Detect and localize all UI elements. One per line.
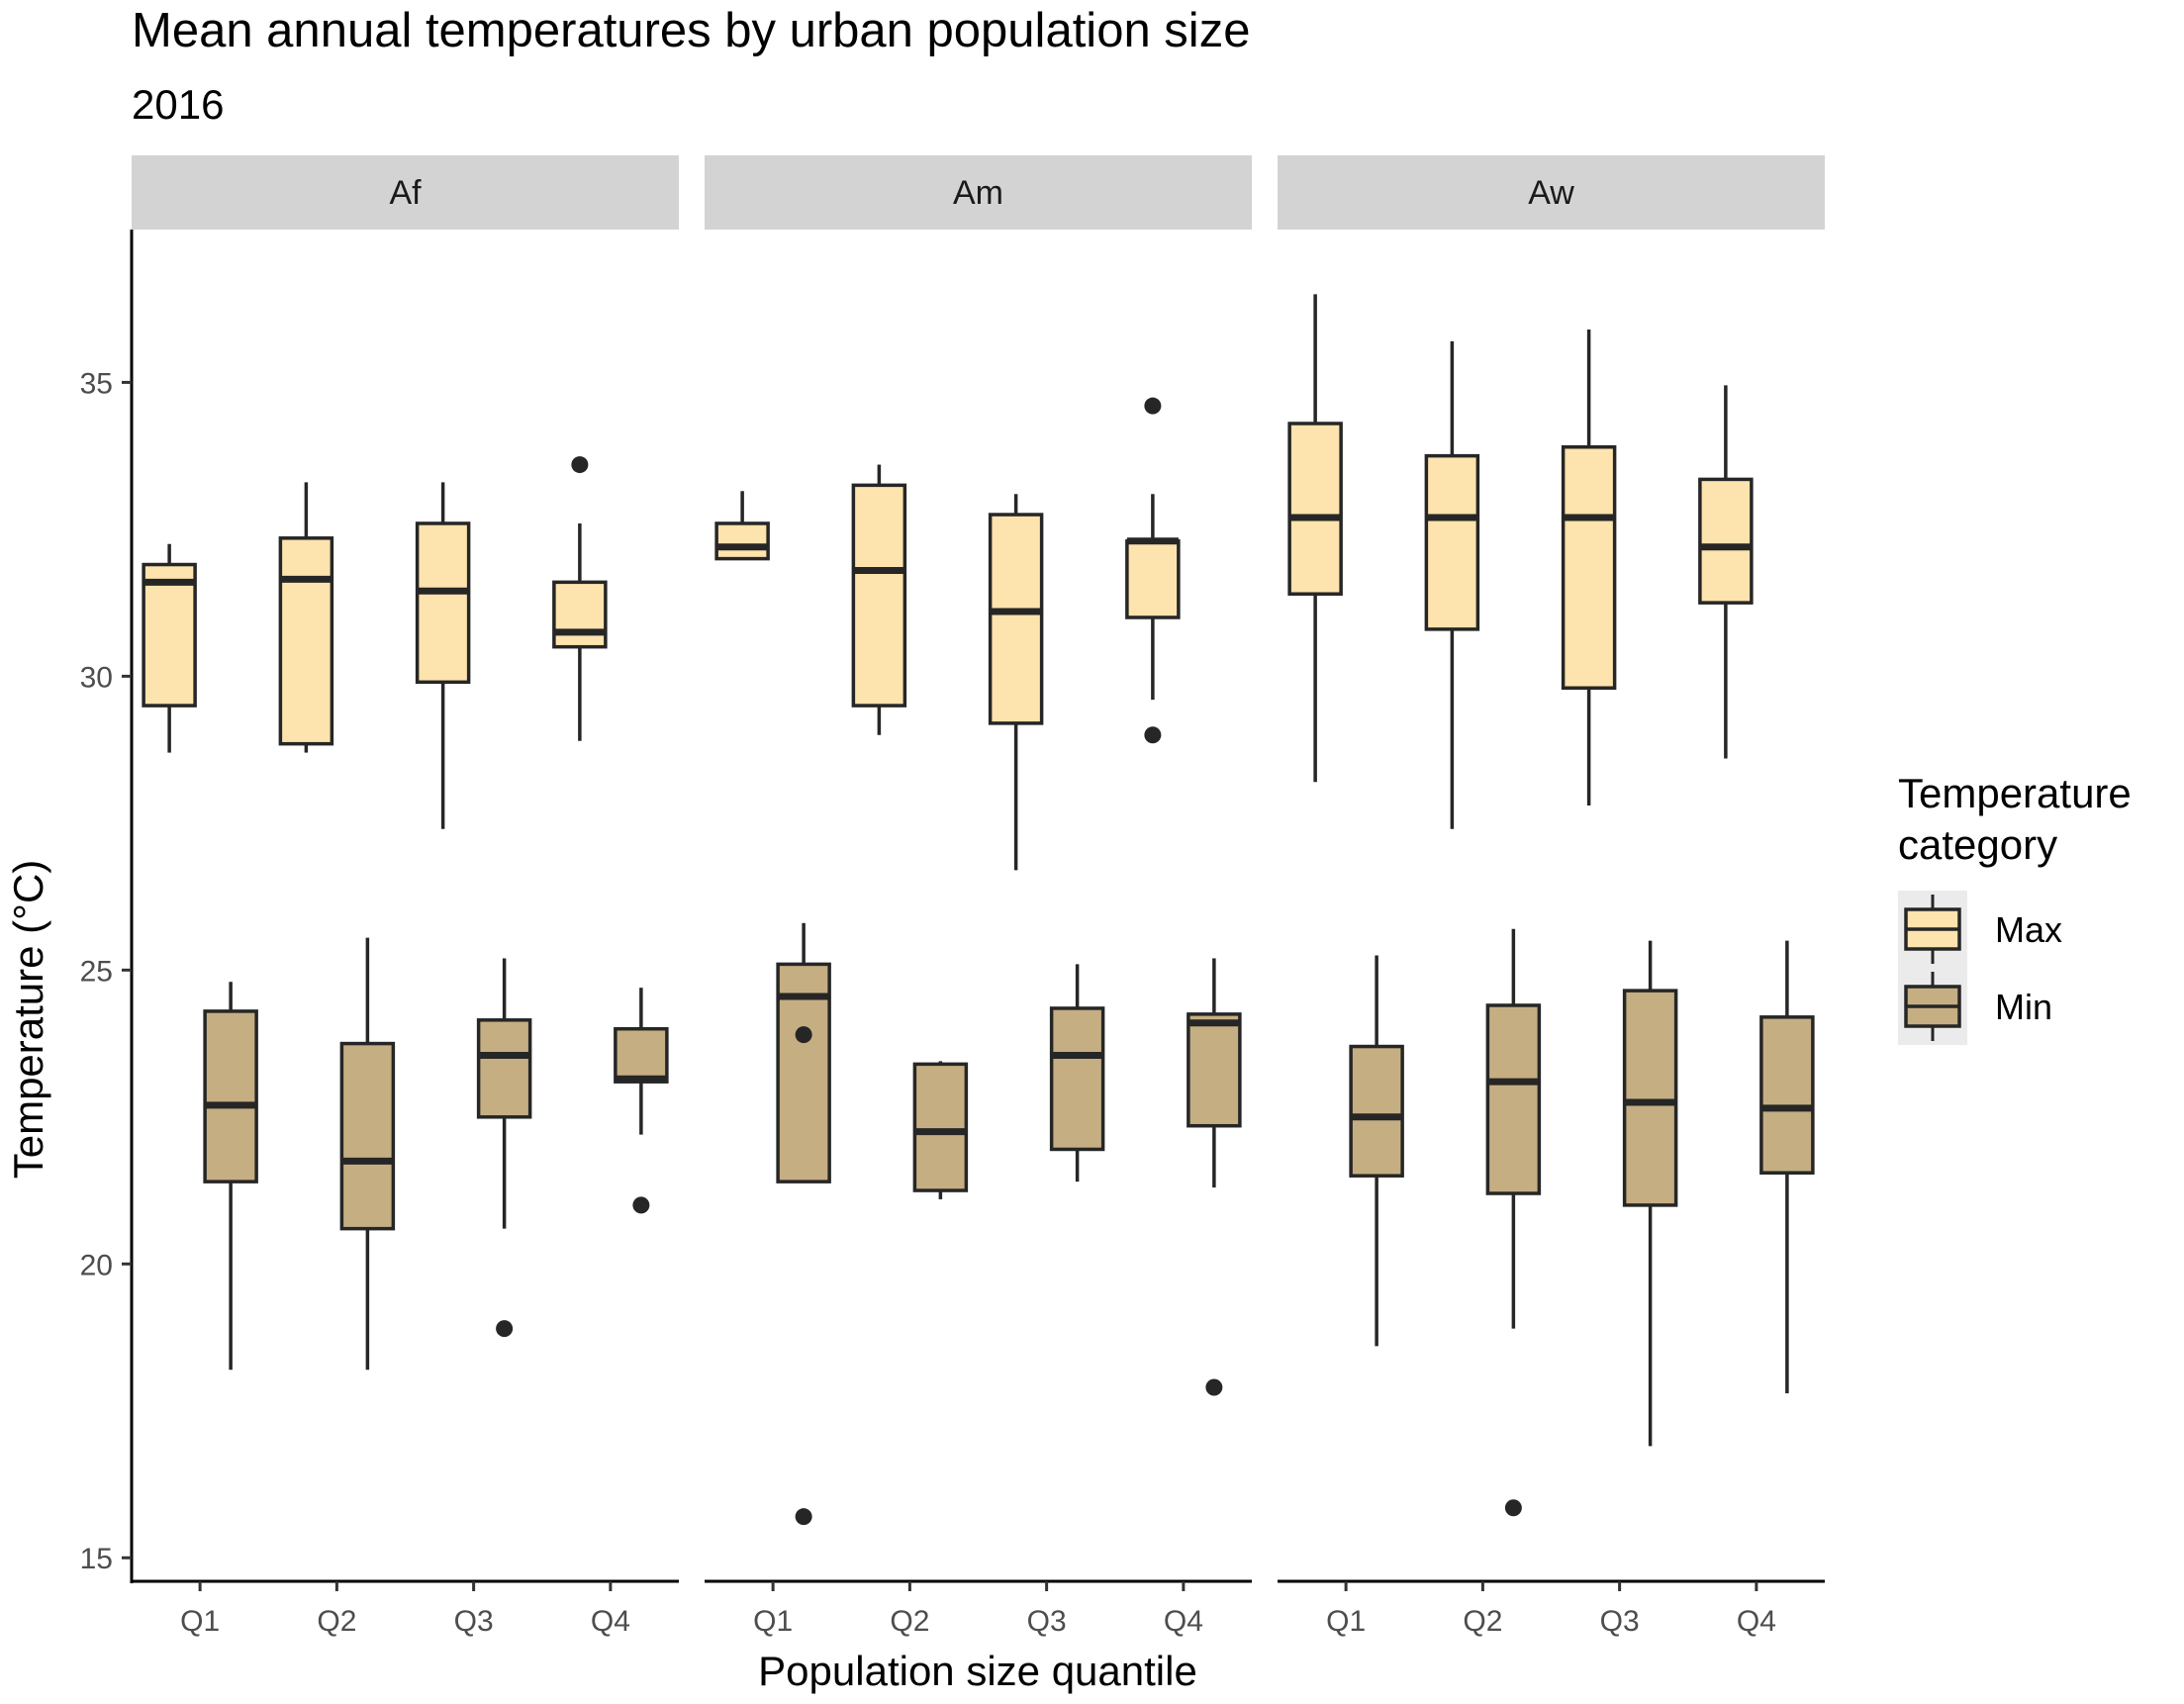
facet-strip [1278, 155, 1825, 230]
outlier-point [632, 1196, 650, 1214]
box-body [776, 962, 831, 1183]
box-body [552, 580, 608, 649]
box-body [142, 562, 197, 708]
box-body [278, 536, 334, 746]
axes: 15 20 25 30 35 Q1 Q2 Q3 Q4 Q1 Q2 Q3 Q4 Q1 Q2 Q3 Q4 [80, 230, 1825, 1638]
x-tick-label: Q3 [1600, 1605, 1640, 1638]
box-Am-max-q1 [714, 491, 770, 561]
box-body [1187, 1012, 1242, 1128]
box-body [1424, 453, 1480, 631]
box-body [1125, 539, 1181, 619]
legend-title-line-2: category [1898, 821, 2057, 868]
box-body [714, 521, 770, 561]
facet-strip [705, 155, 1252, 230]
box-body [415, 521, 471, 685]
x-tick-label: Q2 [1463, 1605, 1502, 1638]
x-tick-label: Q1 [1326, 1605, 1366, 1638]
outlier-point [795, 1508, 812, 1526]
box-Aw-min-q4 [1759, 940, 1815, 1393]
box-body [988, 513, 1044, 725]
y-tick-label: 20 [80, 1249, 113, 1281]
outlier-point [1205, 1378, 1223, 1396]
box-Aw-max-q4 [1698, 385, 1754, 759]
box-Aw-max-q3 [1561, 329, 1617, 806]
box-Aw-min-q1 [1349, 955, 1404, 1347]
box-Aw-max-q2 [1424, 340, 1480, 829]
box-Am-min-q2 [912, 1061, 969, 1199]
legend-item-max: Max [1904, 895, 2062, 964]
legend-title-line-1: Temperature [1898, 770, 2132, 816]
outlier-point [496, 1320, 514, 1338]
box-Am-max-q3 [988, 494, 1044, 871]
x-tick-label: Q3 [1027, 1605, 1067, 1638]
box-Af-max-q3 [415, 482, 471, 829]
box-body [1622, 989, 1678, 1207]
legend-item-label: Max [1995, 909, 2062, 950]
box-Af-min-q2 [339, 937, 396, 1371]
outlier-point [1144, 397, 1162, 415]
y-tick-label: 15 [80, 1543, 113, 1575]
y-tick-label: 30 [80, 661, 113, 694]
box-Aw-min-q3 [1622, 940, 1678, 1447]
box-body [1049, 1006, 1105, 1152]
x-axis-label: Population size quantile [758, 1648, 1197, 1694]
legend: Temperature category Max Min [1898, 770, 2132, 1045]
facet-strips: Af Am Aw [132, 155, 1825, 230]
box-Af-min-q4 [614, 988, 669, 1214]
box-body [1485, 1003, 1542, 1195]
x-tick-label: Q1 [180, 1605, 220, 1638]
box-body [1698, 477, 1754, 605]
x-tick-label: Q4 [591, 1605, 630, 1638]
box-Am-min-q1 [776, 922, 831, 1526]
outlier-point [1144, 726, 1162, 744]
box-body [912, 1062, 969, 1192]
box-body [614, 1026, 669, 1084]
chart-subtitle: 2016 [132, 81, 224, 128]
boxes [142, 294, 1815, 1526]
box-Af-min-q1 [203, 982, 258, 1371]
x-tick-label: Q3 [454, 1605, 494, 1638]
box-Aw-min-q2 [1485, 928, 1542, 1517]
outlier-point [571, 456, 589, 474]
y-axis-label: Temperature (°C) [5, 860, 51, 1180]
box-body [1349, 1044, 1404, 1178]
box-Am-max-q2 [851, 464, 907, 735]
facet-strip [132, 155, 679, 230]
legend-item-label: Min [1995, 987, 2052, 1027]
x-tick-label: Q2 [317, 1605, 356, 1638]
x-tick-label: Q4 [1737, 1605, 1776, 1638]
box-Am-max-q4 [1125, 397, 1181, 744]
box-body [203, 1009, 258, 1183]
box-Af-max-q4 [552, 456, 608, 741]
box-Af-max-q2 [278, 482, 334, 753]
facet-strip-label: Af [389, 174, 422, 212]
box-body [1759, 1015, 1815, 1175]
y-tick-label: 35 [80, 367, 113, 400]
x-tick-label: Q1 [753, 1605, 793, 1638]
box-Af-max-q1 [142, 543, 197, 753]
box-Am-min-q4 [1187, 958, 1242, 1396]
outlier-point [795, 1026, 812, 1044]
box-Am-min-q3 [1049, 964, 1105, 1183]
box-Af-min-q3 [476, 958, 532, 1338]
x-tick-label: Q4 [1164, 1605, 1203, 1638]
facet-strip-label: Aw [1528, 174, 1574, 212]
outlier-point [1504, 1499, 1522, 1517]
box-body [1561, 444, 1617, 691]
x-tick-label: Q2 [890, 1605, 929, 1638]
facet-strip-label: Am [953, 174, 1003, 212]
legend-item-min: Min [1904, 972, 2052, 1041]
chart-title: Mean annual temperatures by urban popula… [132, 4, 1250, 57]
y-tick-label: 25 [80, 955, 113, 988]
box-body [851, 483, 907, 708]
box-body [339, 1041, 396, 1231]
box-body [1287, 422, 1343, 596]
box-Aw-max-q1 [1287, 294, 1343, 783]
box-body [476, 1018, 532, 1119]
